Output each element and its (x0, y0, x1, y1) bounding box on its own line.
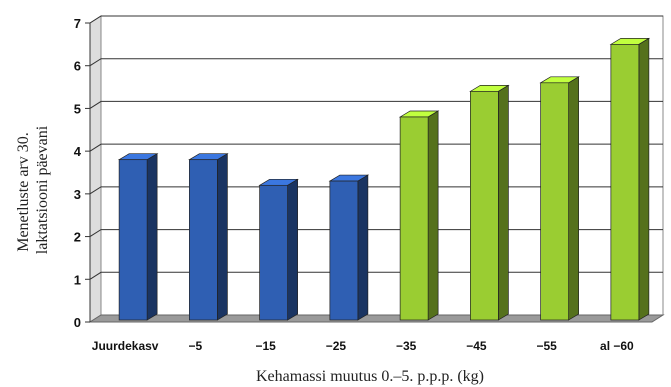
y-tick-label: 6 (74, 59, 81, 74)
bar-side-face (217, 153, 228, 321)
bar-side-face (638, 37, 650, 321)
x-axis-title: Kehamassi muutus 0.–5. p.p.p. (kg) (256, 368, 484, 385)
bar (398, 110, 440, 321)
bar-side-face (287, 178, 298, 321)
y-tick-label: 3 (74, 187, 81, 202)
bar-front-face (540, 82, 569, 321)
bar-front-face (189, 159, 218, 321)
bar-front-face (399, 116, 429, 321)
bar-side-face (568, 76, 579, 321)
y-axis-title: Menetluste arv 30. laktatsiooni päevani (15, 125, 51, 254)
x-tick-label: −55 (536, 339, 557, 353)
y-axis-title-line-1: Menetluste arv 30. (15, 132, 32, 252)
bar-front-face (610, 44, 640, 321)
x-tick-label: al −60 (600, 339, 634, 353)
y-tick-label: 4 (74, 144, 82, 159)
y-tick-label: 7 (74, 16, 81, 31)
x-tick-label: Juurdekasv (92, 339, 159, 353)
y-tick-label: 2 (74, 230, 81, 245)
y-tick-label: 0 (74, 315, 81, 330)
bar (328, 174, 370, 321)
bar (188, 153, 229, 321)
x-tick-label: −25 (326, 339, 347, 353)
bars (117, 37, 651, 321)
bar (117, 153, 159, 321)
y-tick-label: 5 (74, 101, 81, 116)
bar-front-face (470, 90, 499, 321)
bar-front-face (118, 159, 148, 321)
y-tick-labels: 0 1 2 3 4 5 6 7 (74, 16, 90, 330)
y-tick-label: 1 (74, 272, 81, 287)
bar-front-face (329, 180, 359, 321)
x-tick-label: −5 (189, 339, 203, 353)
bar-front-face (259, 184, 288, 321)
bar (609, 37, 651, 321)
grid-line (89, 58, 663, 67)
bar-side-face (357, 174, 369, 321)
bar (258, 178, 299, 321)
x-tick-labels: Juurdekasv −5 −15 −25 −35 −45 −55 al −60 (92, 339, 634, 353)
bar (469, 84, 510, 321)
grid-line (89, 15, 663, 24)
bar-side-face (146, 153, 158, 321)
x-tick-label: −35 (396, 339, 417, 353)
bar (539, 76, 580, 321)
bar-side-face (427, 110, 439, 321)
x-tick-label: −15 (255, 339, 276, 353)
bar-side-face (498, 84, 509, 321)
y-axis-title-line-2: laktatsiooni päevani (34, 125, 51, 254)
chart-floor (88, 314, 665, 323)
x-tick-label: −45 (466, 339, 487, 353)
